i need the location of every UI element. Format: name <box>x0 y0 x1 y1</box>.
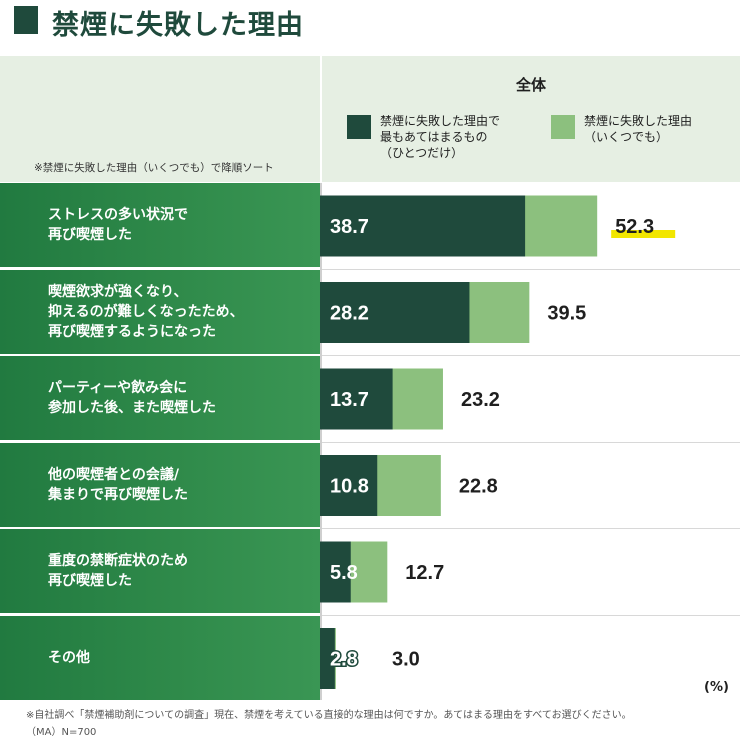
row-separator <box>322 268 740 270</box>
overall-label: 全体 <box>515 76 546 94</box>
sort-note: ※禁煙に失敗した理由（いくつでも）で降順ソート <box>34 162 274 174</box>
category-label-line: 参加した後、また喫煙した <box>48 400 216 416</box>
header-right <box>322 56 740 182</box>
bar-primary <box>320 455 378 516</box>
value-label-secondary: 3.0 <box>392 649 420 671</box>
legend-line: 禁煙に失敗した理由で <box>380 114 501 128</box>
value-label-primary: 5.8 <box>330 562 358 584</box>
footnote: ※自社調べ「禁煙補助剤についての調査」現在、禁煙を考えている直接的な理由は何です… <box>26 707 736 741</box>
title-bar: 禁煙に失敗した理由 <box>0 0 740 44</box>
footnote-line: ※自社調べ「禁煙補助剤についての調査」現在、禁煙を考えている直接的な理由は何です… <box>26 710 632 721</box>
category-label: パーティーや飲み会に参加した後、また喫煙した <box>48 378 216 418</box>
category-label: 喫煙欲求が強くなり、抑えるのが難しくなったため、 再び喫煙するようになった <box>48 282 244 342</box>
category-label-line: パーティーや飲み会に <box>48 380 188 396</box>
bar-primary <box>320 282 470 343</box>
title-square-icon <box>14 6 38 34</box>
value-highlight <box>611 230 676 238</box>
category-cell: 他の喫煙者との会議/集まりで再び喫煙した <box>0 442 320 527</box>
category-cell: 重度の禁断症状のため 再び喫煙した <box>0 529 320 613</box>
legend-label-primary: 禁煙に失敗した理由で 最もあてはまるもの （ひとつだけ） <box>380 113 500 161</box>
value-label-primary: 38.7 <box>330 216 369 238</box>
category-label-line: その他 <box>48 649 90 666</box>
category-label-line: 喫煙欲求が強くなり、 <box>48 283 188 300</box>
category-label: その他 <box>48 648 90 668</box>
row-separator <box>322 528 740 529</box>
bar-primary <box>320 541 351 603</box>
footnote-line: （MA）N=700 <box>26 727 97 738</box>
legend-swatch-primary <box>347 115 371 139</box>
category-label-line: 重度の禁断症状のため <box>48 553 188 569</box>
bar-chart: 38.7 52.3 28.2 39.5 13.7 23.2 10.8 22.8 5.8 12.7 2… <box>320 195 676 689</box>
value-label-primary: 2.8 <box>330 649 358 671</box>
category-cell: 喫煙欲求が強くなり、抑えるのが難しくなったため、 再び喫煙するようになった <box>0 269 320 354</box>
bar-primary <box>320 195 526 257</box>
legend-line: （いくつでも） <box>584 130 669 144</box>
bar-primary <box>320 368 393 430</box>
category-cell: その他 <box>0 615 320 700</box>
value-label-primary: 28.2 <box>330 303 369 325</box>
value-label-secondary: 22.8 <box>459 476 498 498</box>
legend-line: 禁煙に失敗した理由 <box>584 114 693 128</box>
value-label-primary: 10.8 <box>330 476 369 498</box>
header-left <box>0 56 320 182</box>
category-label-line: 抑えるのが難しくなったため、 <box>48 303 244 320</box>
legend-line: （ひとつだけ） <box>380 146 464 160</box>
value-label-secondary: 52.3 <box>615 216 654 238</box>
category-label: 重度の禁断症状のため 再び喫煙した <box>48 551 188 591</box>
category-cell: パーティーや飲み会に参加した後、また喫煙した <box>0 356 320 440</box>
category-label-line: 集まりで再び喫煙した <box>48 486 188 503</box>
value-label-secondary: 23.2 <box>461 389 500 411</box>
value-label-primary: 13.7 <box>330 389 369 411</box>
category-label-line: ストレスの多い状況で <box>48 207 188 223</box>
unit-label: (%) <box>704 680 729 695</box>
category-label-line: 再び喫煙するようになった <box>48 323 216 340</box>
legend-label-secondary: 禁煙に失敗した理由 （いくつでも） <box>584 113 692 145</box>
axis-line <box>320 183 322 700</box>
legend-item-secondary: 禁煙に失敗した理由 （いくつでも） <box>551 113 692 145</box>
page-title: 禁煙に失敗した理由 <box>52 10 304 41</box>
category-label-line: 他の喫煙者との会議/ <box>48 466 179 483</box>
legend-line: 最もあてはまるもの <box>380 130 488 144</box>
category-cell: ストレスの多い状況で 再び喫煙した <box>0 183 320 267</box>
category-label-line: 再び喫煙した <box>48 227 132 243</box>
row-separator <box>322 441 740 443</box>
bar-primary <box>320 628 335 689</box>
legend-swatch-secondary <box>551 115 575 139</box>
row-separator <box>322 614 740 616</box>
value-label-secondary: 39.5 <box>547 303 586 325</box>
category-label: ストレスの多い状況で 再び喫煙した <box>48 205 188 245</box>
legend-item-primary: 禁煙に失敗した理由で 最もあてはまるもの （ひとつだけ） <box>347 113 500 161</box>
row-separator <box>322 355 740 356</box>
value-label-secondary: 12.7 <box>405 562 444 584</box>
category-label: 他の喫煙者との会議/集まりで再び喫煙した <box>48 465 188 505</box>
category-label-line: 再び喫煙した <box>48 573 132 589</box>
